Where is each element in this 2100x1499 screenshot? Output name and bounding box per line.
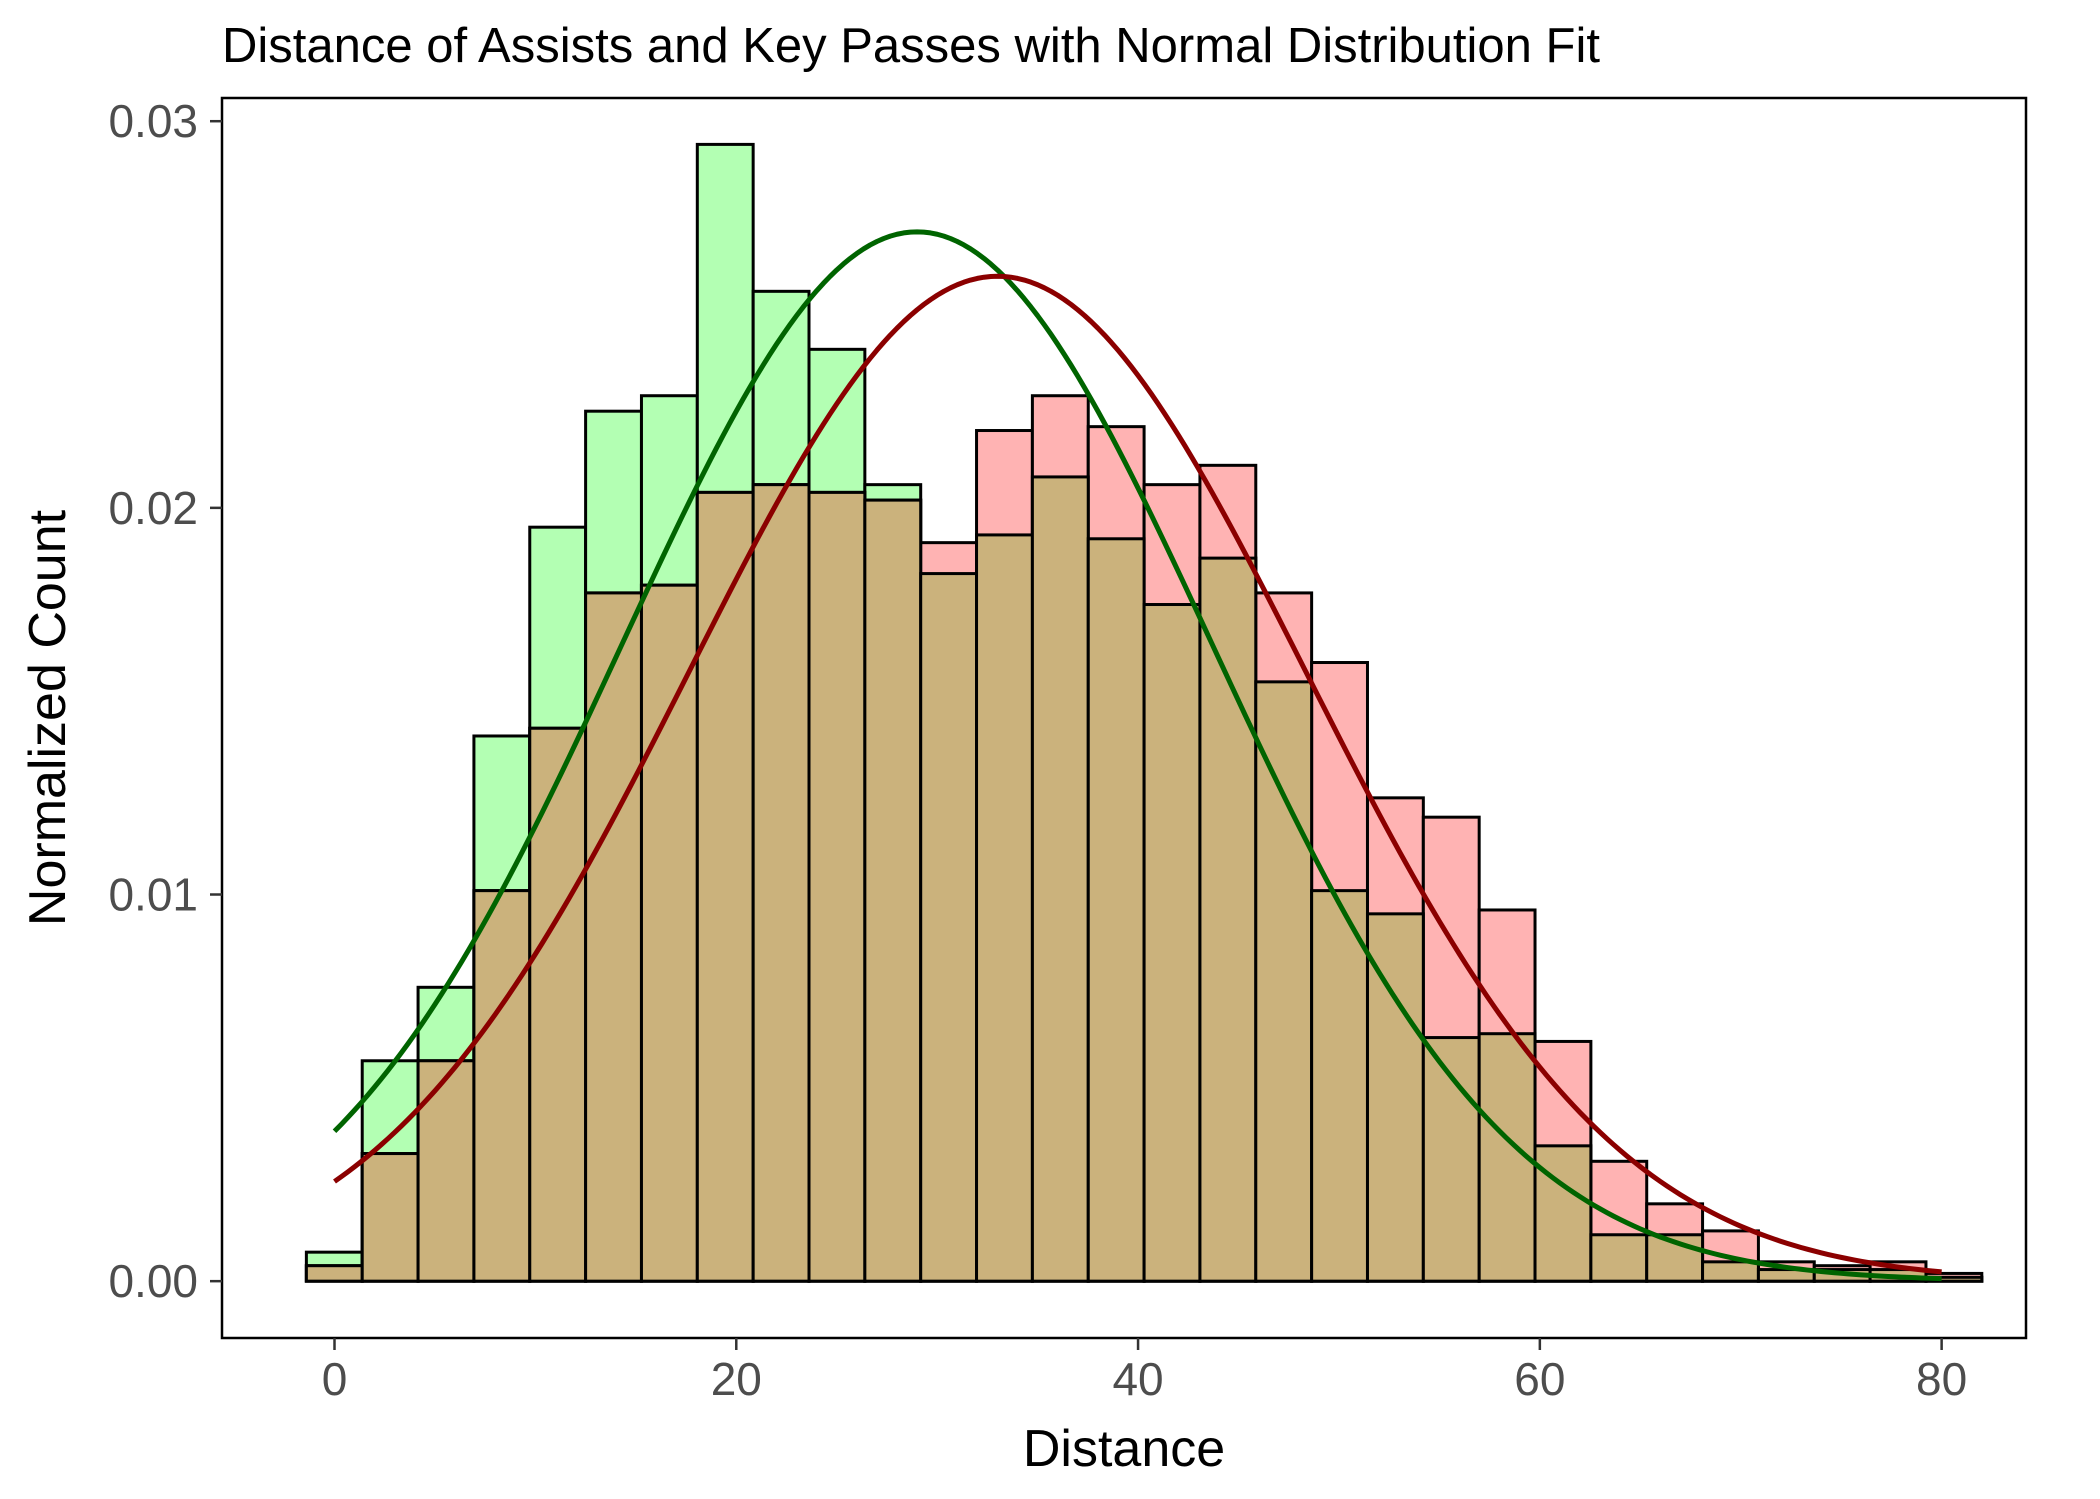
histogram-bar-overlap [1533,1144,1593,1283]
x-tick-label: 40 [1112,1353,1163,1405]
histogram-bar-overlap [528,726,588,1283]
histogram-bar-overlap [807,490,867,1283]
x-axis-title: Distance [1023,1420,1225,1478]
normal-fit-curves [332,229,1942,1282]
histogram-bar-overlap [360,1152,420,1283]
histogram-bar-overlap [751,483,811,1283]
histogram-bar-overlap [416,1059,476,1283]
y-axis-title: Normalized Count [19,509,77,926]
y-tick-label: 0.00 [108,1255,198,1307]
histogram-bar-overlap [472,889,532,1283]
chart-title: Distance of Assists and Key Passes with … [222,19,1600,73]
y-tick-label: 0.02 [108,482,198,534]
x-tick-label: 20 [711,1353,762,1405]
plot-panel-border [220,96,2028,1340]
histogram-bar-overlap [1310,889,1369,1283]
histogram-bar-overlap [1701,1260,1760,1283]
histogram-bars [304,142,1984,1283]
x-axis: 0 20 40 60 80 [322,1338,1967,1405]
x-tick-label: 0 [322,1353,348,1405]
histogram-bar-overlap [304,1264,364,1283]
x-tick-label: 80 [1916,1353,1967,1405]
histogram-bar-overlap [1365,912,1425,1283]
y-tick-label: 0.01 [108,869,198,921]
y-axis: 0.00 0.01 0.02 0.03 [108,95,222,1307]
histogram-bar-overlap [1254,680,1314,1283]
histogram-bar-overlap [1086,537,1146,1283]
histogram-bar-overlap [1198,556,1258,1283]
histogram-bar-overlap [1142,603,1202,1283]
histogram-bar-overlap [919,572,979,1283]
y-tick-label: 0.03 [108,95,198,147]
histogram-bar-overlap [584,591,643,1283]
x-tick-label: 60 [1514,1353,1565,1405]
normal-fit-curve-green [332,229,1942,1282]
histogram-bar-overlap [1030,475,1090,1283]
histogram-bar-overlap [863,498,923,1283]
histogram-bar-overlap [1589,1233,1649,1283]
histogram-bar-overlap [695,490,755,1283]
normal-fit-curve-red [333,273,1942,1275]
histogram-bar-overlap [975,533,1034,1283]
histogram-bar-overlap [639,583,699,1283]
